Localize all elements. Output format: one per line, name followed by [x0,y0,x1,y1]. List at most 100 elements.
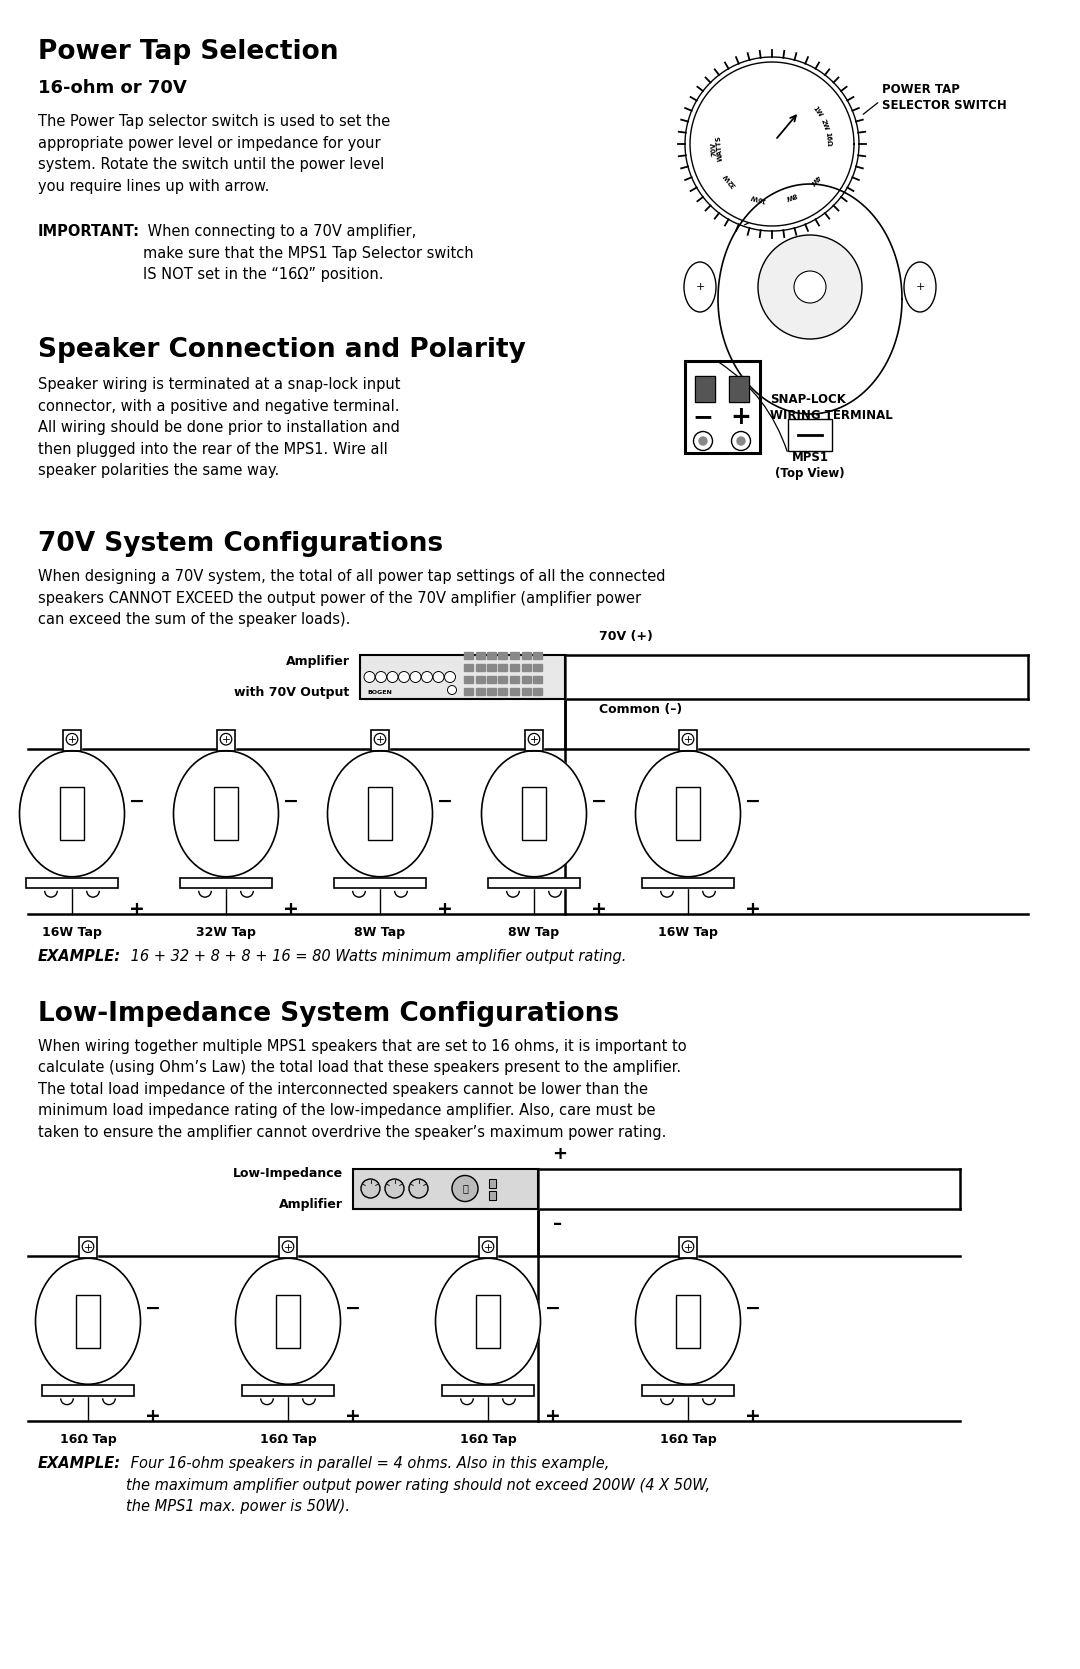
Text: 16Ω Tap: 16Ω Tap [660,1434,716,1445]
Text: Speaker wiring is terminated at a snap-lock input
connector, with a positive and: Speaker wiring is terminated at a snap-l… [38,377,401,479]
Bar [499,664,508,671]
Bar [215,788,238,840]
Circle shape [507,888,519,901]
Text: POWER TAP
SELECTOR SWITCH: POWER TAP SELECTOR SWITCH [882,82,1007,112]
Circle shape [549,888,562,901]
Bar [642,1385,734,1395]
Bar [352,1168,538,1208]
Ellipse shape [904,262,936,312]
Bar [279,1237,297,1258]
Text: −: − [745,791,761,811]
Circle shape [703,888,715,901]
Text: When designing a 70V system, the total of all power tap settings of all the conn: When designing a 70V system, the total o… [38,569,665,628]
Bar [360,654,565,699]
Bar [678,729,698,751]
Bar [489,1178,496,1188]
Text: +: + [591,900,607,920]
Ellipse shape [635,1258,741,1384]
Text: −: − [591,791,607,811]
Circle shape [409,1178,428,1198]
Bar [678,1237,698,1258]
Text: Power Tap Selection: Power Tap Selection [38,38,338,65]
Text: +: + [696,282,704,292]
Bar [478,1237,498,1258]
Circle shape [433,671,444,683]
Circle shape [410,671,421,683]
Bar [642,878,734,888]
Bar [476,1295,500,1347]
Bar [464,664,473,671]
Bar [79,1237,97,1258]
Circle shape [282,1242,294,1252]
Bar [464,651,473,659]
Bar [215,788,238,840]
Bar [276,1295,299,1347]
Circle shape [447,686,457,694]
Bar [217,729,235,751]
Bar [685,361,759,452]
Bar [242,1385,334,1395]
Bar [352,1168,538,1208]
Circle shape [445,671,456,683]
Bar [489,1190,496,1200]
Circle shape [693,432,713,451]
Text: 16W: 16W [748,194,767,204]
Circle shape [394,888,407,901]
Circle shape [260,1395,273,1409]
Bar [499,688,508,694]
Text: 70V System Configurations: 70V System Configurations [38,531,443,557]
Text: BOGEN: BOGEN [367,689,392,694]
Bar [488,878,580,888]
Circle shape [103,1395,116,1409]
Circle shape [384,1178,404,1198]
Circle shape [376,671,387,683]
Circle shape [699,437,707,446]
Circle shape [758,235,862,339]
Bar [179,878,272,888]
Circle shape [364,671,375,683]
Bar [522,651,530,659]
Text: +: + [730,406,752,429]
Text: Amplifier: Amplifier [285,654,350,668]
Circle shape [361,1178,380,1198]
Text: −: − [145,1298,161,1319]
Circle shape [302,1395,315,1409]
Text: Common (–): Common (–) [599,703,683,716]
Bar [510,664,519,671]
Bar [60,788,83,840]
Bar [368,788,392,840]
Text: MPS1
(Top View): MPS1 (Top View) [775,451,845,481]
Bar [77,1295,99,1347]
Bar [63,729,81,751]
Bar [729,376,750,402]
Circle shape [220,733,232,744]
Circle shape [44,888,57,901]
Bar [510,688,519,694]
Bar [487,688,496,694]
Text: +: + [916,282,924,292]
Bar [696,376,715,402]
Text: with 70V Output: with 70V Output [234,686,350,699]
Bar [522,664,530,671]
Ellipse shape [19,751,124,876]
Bar [510,651,519,659]
Bar [334,878,427,888]
Bar [676,788,700,840]
Bar [522,676,530,683]
Text: 16-ohm or 70V: 16-ohm or 70V [38,78,187,97]
Text: −: − [346,1298,361,1319]
Text: 16W Tap: 16W Tap [658,926,718,938]
Text: 16 + 32 + 8 + 8 + 16 = 80 Watts minimum amplifier output rating.: 16 + 32 + 8 + 8 + 16 = 80 Watts minimum … [126,948,626,963]
Bar [510,676,519,683]
Text: Four 16‑ohm speakers in parallel = 4 ohms. Also in this example,
the maximum amp: Four 16‑ohm speakers in parallel = 4 ohm… [126,1455,711,1514]
Text: 8W Tap: 8W Tap [509,926,559,938]
Bar [534,688,542,694]
Bar [534,651,542,659]
Bar [334,878,427,888]
Circle shape [66,733,78,744]
Bar [360,654,565,699]
Bar [478,1237,498,1258]
Circle shape [399,671,409,683]
Bar [534,664,542,671]
Bar [242,1385,334,1395]
